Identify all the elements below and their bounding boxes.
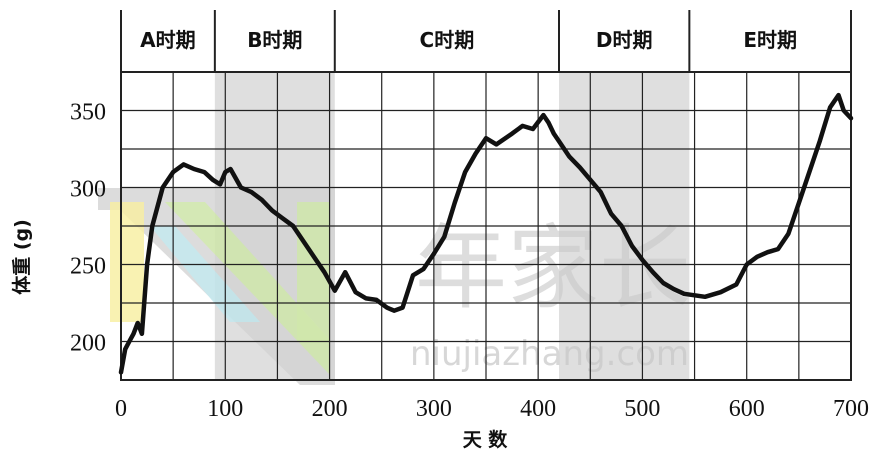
- y-axis-ticks: 200 250 300 350: [70, 100, 106, 357]
- watermark-yellow-block: [110, 202, 144, 322]
- x-axis-ticks: 0 100 200 300 400 500 600 700: [115, 396, 869, 422]
- grid-lines: [120, 71, 852, 381]
- y-axis-title: 体重 (g): [10, 219, 33, 295]
- plot-frame: [120, 71, 852, 381]
- x-tick-label: 200: [312, 396, 348, 422]
- period-label-4: E时期: [743, 28, 797, 52]
- x-axis-title: 天 数: [463, 428, 509, 451]
- watermark-cn-text: 年家长: [415, 215, 691, 322]
- y-tick-label: 250: [70, 254, 106, 280]
- x-tick-label: 500: [624, 396, 660, 422]
- y-tick-label: 350: [70, 100, 106, 126]
- period-label-2: C时期: [420, 28, 475, 52]
- x-tick-label: 100: [207, 396, 243, 422]
- y-tick-label: 200: [70, 331, 106, 357]
- watermark-logo: 年家长 niujiazhang.com: [98, 188, 691, 385]
- watermark-latin-text: niujiazhang.com: [410, 334, 689, 374]
- period-label-3: D时期: [596, 28, 653, 52]
- watermark-green-band: [165, 202, 330, 375]
- x-tick-label: 700: [833, 396, 869, 422]
- x-tick-label: 600: [729, 396, 765, 422]
- period-label-0: A时期: [140, 28, 195, 52]
- x-tick-label: 300: [416, 396, 452, 422]
- x-tick-label: 400: [520, 396, 556, 422]
- period-header: A时期 B时期 C时期 D时期 E时期: [120, 10, 852, 72]
- y-tick-label: 300: [70, 177, 106, 203]
- watermark-cyan-band: [150, 226, 260, 322]
- period-label-1: B时期: [247, 28, 302, 52]
- weight-series-line: [118, 92, 854, 375]
- x-tick-label: 0: [115, 396, 127, 422]
